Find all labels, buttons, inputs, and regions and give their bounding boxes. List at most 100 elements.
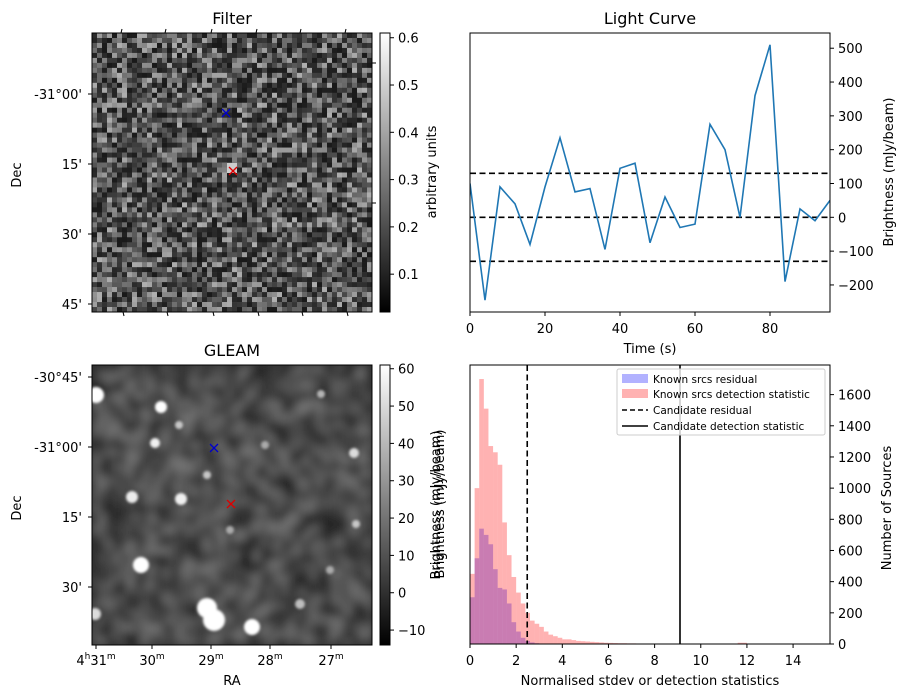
histogram-xtick-label: 10 (692, 654, 709, 669)
histogram-xtick-label: 4 (558, 654, 566, 669)
histogram-bar (506, 603, 512, 644)
histogram-ytick-label: 0 (838, 638, 846, 653)
filter-colorbar-label: arbitrary units (425, 125, 440, 218)
histogram-bar (571, 640, 577, 644)
histogram-bar (539, 626, 544, 644)
legend-label-residual: Known srcs residual (653, 374, 757, 386)
histogram-bar (580, 641, 586, 644)
histogram-bar (502, 589, 507, 644)
histogram-bar (511, 622, 517, 644)
filter-marker-blue-cross (221, 108, 231, 118)
lightcurve-ytick-label: −200 (838, 279, 874, 294)
histogram-xtick-label: 14 (785, 654, 802, 669)
gleam-colorbar-tick-label: 10 (398, 549, 415, 564)
histogram-bar (483, 408, 489, 644)
histogram-bar (474, 488, 480, 644)
legend-label-candidate-detection: Candidate detection statistic (653, 421, 805, 433)
histogram-bar (553, 636, 558, 644)
histogram-bar (516, 631, 521, 644)
legend-swatch-residual (622, 374, 648, 383)
lightcurve-frame (469, 32, 831, 313)
histogram-bar (599, 642, 604, 644)
histogram-bar (525, 612, 530, 644)
gleam-ylabel: Dec (10, 495, 25, 520)
histogram-bar (516, 592, 521, 644)
gleam-colorbar-tick-label: 30 (398, 475, 415, 490)
lightcurve-xtick-label: 80 (762, 322, 779, 337)
gleam-ra-tick-label: 29m (198, 652, 223, 669)
gleam-xlabel: RA (223, 674, 241, 689)
gleam-marker-blue-cross (209, 443, 219, 453)
lightcurve-ylabel: Brightness (mJy/beam) (882, 98, 897, 247)
filter-colorbar (379, 32, 391, 313)
histogram-bar (548, 634, 554, 644)
gleam-colorbar-tick-label: 60 (398, 363, 415, 378)
histogram-bar (594, 642, 600, 644)
histogram-legend: Known srcs residual Known srcs detection… (616, 368, 826, 436)
histogram-bar (493, 452, 498, 644)
legend-label-candidate-residual: Candidate residual (653, 405, 752, 417)
histogram-series-residual (470, 528, 540, 644)
gleam-colorbar-tick-label: 0 (398, 587, 406, 602)
gleam-dec-tick-label: 30' (62, 581, 82, 596)
histogram-bar (585, 641, 590, 644)
lightcurve-ytick-label: 0 (838, 211, 846, 226)
legend-label-detection: Known srcs detection statistic (653, 389, 810, 401)
histogram-bar (742, 642, 747, 644)
histogram-bar (479, 528, 484, 644)
filter-colorbar-tick-label: 0.5 (398, 79, 419, 94)
histogram-bar (506, 555, 512, 644)
filter-colorbar-tick-label: 0.3 (398, 174, 419, 189)
lightcurve-xtick-label: 0 (466, 322, 474, 337)
gleam-ra-tick-label: 27m (318, 652, 343, 669)
lightcurve-ytick-label: 100 (838, 177, 863, 192)
filter-panel: Filter -31°00' 15' 30' 45' Dec 0.1 0.2 0.3 0.4… (10, 9, 440, 317)
histogram-bar (488, 446, 494, 644)
histogram-bar (488, 544, 494, 644)
histogram-bar (530, 642, 535, 644)
histogram-ytick-label: 1000 (838, 482, 871, 497)
gleam-dec-tick-label: 15' (62, 511, 82, 526)
gleam-title: GLEAM (204, 341, 260, 360)
lightcurve-series-line (470, 44, 830, 301)
histogram-bar (737, 642, 743, 644)
histogram-bar (497, 464, 503, 644)
histogram-xtick-label: 8 (650, 654, 658, 669)
histogram-frame (469, 364, 831, 645)
gleam-colorbar-tick-label: 40 (398, 437, 415, 452)
histogram-bar (470, 573, 475, 644)
filter-dec-tick-label: 45' (62, 298, 82, 313)
histogram-xtick-label: 0 (466, 654, 474, 669)
histogram-bar (603, 642, 609, 644)
histogram-ytick-label: 1600 (838, 389, 871, 404)
histogram-bar (562, 639, 567, 644)
legend-swatch-detection (622, 389, 648, 398)
histogram-bar (576, 640, 581, 644)
histogram-bar (511, 576, 517, 644)
filter-colorbar-tick-label: 0.4 (398, 126, 419, 141)
lightcurve-title: Light Curve (604, 9, 696, 28)
histogram-ytick-label: 1200 (838, 451, 871, 466)
histogram-bar (534, 623, 540, 644)
filter-frame (91, 32, 373, 313)
gleam-colorbar-tick-label: 50 (398, 400, 415, 415)
gleam-ra-tick-label: 4h31m (76, 652, 115, 669)
filter-colorbar-tick-label: 0.1 (398, 268, 419, 283)
histogram-bar (520, 603, 526, 644)
filter-title: Filter (212, 9, 252, 28)
histogram-bar (590, 641, 595, 644)
histogram-ytick-label: 200 (838, 607, 863, 622)
lightcurve-panel: Light Curve 0 20 40 60 80 −200 −100 0 100 200 300… (466, 9, 897, 357)
gleam-marker-red-cross (226, 499, 236, 509)
filter-dec-tick-label: 30' (62, 228, 82, 243)
histogram-bar (543, 631, 549, 644)
histogram-series-detection (470, 379, 826, 644)
lightcurve-ytick-label: 300 (838, 110, 863, 125)
gleam-ra-tick-label: 30m (139, 652, 164, 669)
histogram-ytick-label: 1400 (838, 420, 871, 435)
histogram-bar (493, 569, 498, 644)
histogram-ylabel-right: Number of Sources (880, 446, 895, 571)
gleam-frame (91, 364, 373, 646)
histogram-xtick-label: 6 (604, 654, 612, 669)
gleam-dec-tick-label: -31°00' (34, 441, 82, 456)
